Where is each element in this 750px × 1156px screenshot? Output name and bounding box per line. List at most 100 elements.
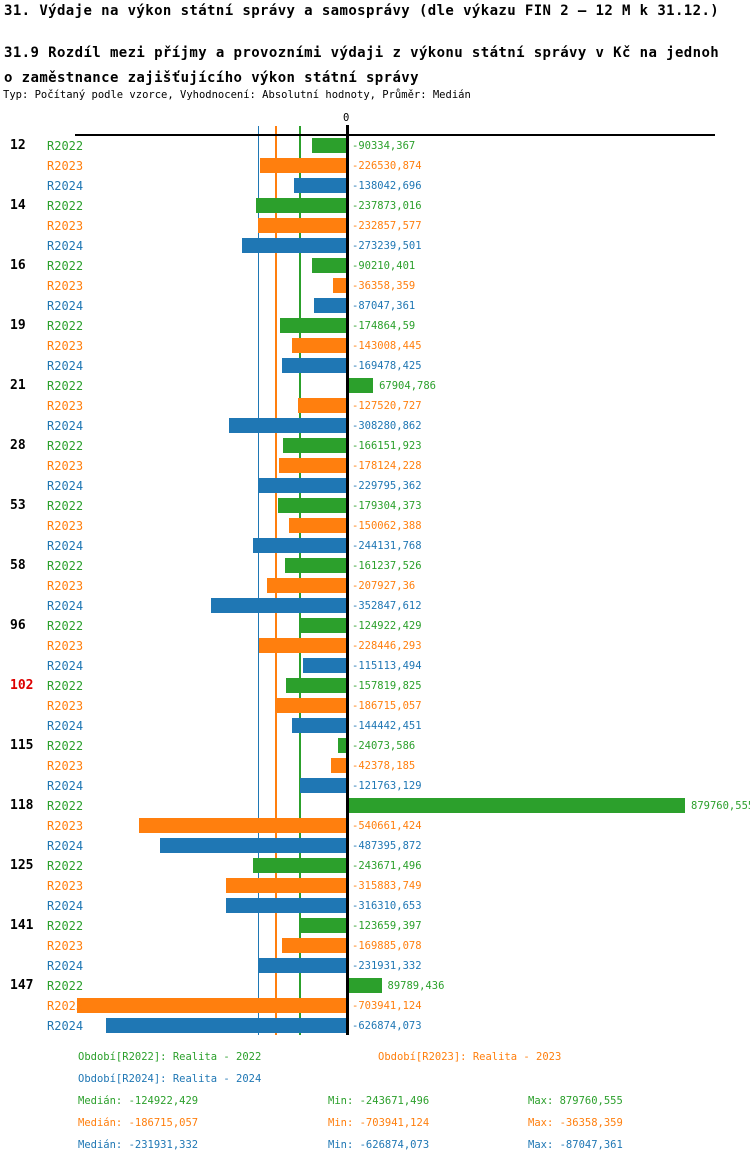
series-label-r2023-group-12: R2023: [47, 159, 84, 173]
series-label-r2023-group-14: R2023: [47, 219, 84, 233]
bar-r2023-group-19: [292, 338, 347, 353]
stat-max-r2024: Max: -87047,361: [528, 1139, 623, 1151]
series-label-r2024-group-115: R2024: [47, 779, 84, 793]
stat-median-r2024: Medián: -231931,332: [78, 1139, 199, 1151]
bar-r2023-group-115: [330, 758, 347, 773]
value-label-r2024-group-21: -308280,862: [352, 420, 422, 432]
series-label-r2022-group-14: R2022: [47, 199, 84, 213]
value-label-r2023-group-16: -36358,359: [352, 280, 416, 292]
group-label-53: 53: [10, 498, 26, 513]
series-label-r2023-group-147: R2023: [47, 999, 84, 1013]
legend-period-r2022: Období[R2022]: Realita - 2022: [78, 1051, 262, 1063]
value-label-r2024-group-115: -121763,129: [352, 780, 422, 792]
value-label-r2023-group-53: -150062,388: [352, 520, 422, 532]
series-label-r2024-group-141: R2024: [47, 959, 84, 973]
value-label-r2023-group-115: -42378,185: [352, 760, 416, 772]
series-label-r2024-group-16: R2024: [47, 299, 84, 313]
chart-subtitle-line1: 31.9 Rozdíl mezi příjmy a provozními výd…: [4, 45, 720, 61]
series-label-r2022-group-16: R2022: [47, 259, 84, 273]
value-label-r2023-group-19: -143008,445: [352, 340, 422, 352]
value-label-r2022-group-28: -166151,923: [352, 440, 422, 452]
series-label-r2023-group-125: R2023: [47, 879, 84, 893]
value-label-r2024-group-141: -231931,332: [352, 960, 422, 972]
bar-r2022-group-12: [312, 138, 347, 153]
value-label-r2024-group-102: -144442,451: [352, 720, 422, 732]
series-label-r2024-group-58: R2024: [47, 599, 84, 613]
series-label-r2024-group-21: R2024: [47, 419, 84, 433]
value-label-r2024-group-58: -352847,612: [352, 600, 422, 612]
value-label-r2022-group-115: -24073,586: [352, 740, 416, 752]
value-label-r2022-group-96: -124922,429: [352, 620, 422, 632]
bar-r2023-group-141: [281, 938, 347, 953]
group-label-14: 14: [10, 198, 26, 213]
value-label-r2023-group-102: -186715,057: [352, 700, 422, 712]
series-label-r2024-group-28: R2024: [47, 479, 84, 493]
bar-r2022-group-21: [347, 378, 374, 393]
series-label-r2023-group-19: R2023: [47, 339, 84, 353]
series-label-r2023-group-141: R2023: [47, 939, 84, 953]
value-label-r2022-group-125: -243671,496: [352, 860, 422, 872]
series-label-r2022-group-125: R2022: [47, 859, 84, 873]
bar-r2022-group-102: [286, 678, 347, 693]
bar-r2022-group-141: [299, 918, 347, 933]
value-label-r2022-group-102: -157819,825: [352, 680, 422, 692]
series-label-r2022-group-53: R2022: [47, 499, 84, 513]
bar-r2024-group-147: [106, 1018, 347, 1033]
bar-r2023-group-58: [267, 578, 347, 593]
series-label-r2023-group-58: R2023: [47, 579, 84, 593]
stat-median-r2023: Medián: -186715,057: [78, 1117, 199, 1129]
series-label-r2022-group-118: R2022: [47, 799, 84, 813]
series-label-r2022-group-115: R2022: [47, 739, 84, 753]
bar-r2023-group-21: [298, 398, 347, 413]
group-label-102: 102: [10, 678, 34, 693]
series-label-r2022-group-96: R2022: [47, 619, 84, 633]
bar-r2023-group-53: [289, 518, 347, 533]
bar-r2022-group-53: [278, 498, 347, 513]
value-label-r2022-group-58: -161237,526: [352, 560, 422, 572]
value-label-r2022-group-21: 67904,786: [379, 380, 436, 392]
value-label-r2024-group-19: -169478,425: [352, 360, 422, 372]
bar-r2024-group-118: [159, 838, 347, 853]
bar-r2023-group-28: [278, 458, 347, 473]
bar-r2022-group-16: [312, 258, 347, 273]
stat-min-r2022: Min: -243671,496: [328, 1095, 430, 1107]
chart-subtitle-line2: o zaměstnance zajišťujícího výkon státní…: [4, 70, 419, 86]
series-label-r2024-group-118: R2024: [47, 839, 84, 853]
group-label-147: 147: [10, 978, 34, 993]
bar-r2022-group-58: [285, 558, 347, 573]
bar-r2024-group-53: [253, 538, 347, 553]
series-label-r2022-group-147: R2022: [47, 979, 84, 993]
bar-r2023-group-118: [139, 818, 347, 833]
legend-period-r2024: Období[R2024]: Realita - 2024: [78, 1073, 262, 1085]
series-label-r2022-group-102: R2022: [47, 679, 84, 693]
bar-r2024-group-19: [281, 358, 347, 373]
series-label-r2023-group-16: R2023: [47, 279, 84, 293]
bar-r2022-group-14: [255, 198, 347, 213]
series-label-r2023-group-96: R2023: [47, 639, 84, 653]
value-label-r2022-group-141: -123659,397: [352, 920, 422, 932]
value-label-r2024-group-28: -229795,362: [352, 480, 422, 492]
value-label-r2023-group-147: -703941,124: [352, 1000, 422, 1012]
bar-r2022-group-118: [347, 798, 685, 813]
group-label-58: 58: [10, 558, 26, 573]
chart-meta-info: Typ: Počítaný podle vzorce, Vyhodnocení:…: [3, 89, 471, 101]
value-label-r2023-group-21: -127520,727: [352, 400, 422, 412]
bar-r2022-group-115: [337, 738, 347, 753]
series-label-r2023-group-21: R2023: [47, 399, 84, 413]
bar-r2023-group-16: [333, 278, 347, 293]
zero-axis-line: [346, 125, 349, 1035]
median-line-r2024: [257, 126, 260, 1035]
series-label-r2022-group-28: R2022: [47, 439, 84, 453]
value-label-r2023-group-12: -226530,874: [352, 160, 422, 172]
value-label-r2024-group-16: -87047,361: [352, 300, 416, 312]
bar-r2024-group-141: [257, 958, 347, 973]
bar-r2023-group-102: [275, 698, 347, 713]
value-label-r2024-group-12: -138042,696: [352, 180, 422, 192]
page-title: 31. Výdaje na výkon státní správy a samo…: [4, 3, 720, 19]
bar-r2024-group-14: [242, 238, 347, 253]
value-label-r2022-group-12: -90334,367: [352, 140, 416, 152]
bar-r2024-group-125: [225, 898, 347, 913]
stat-min-r2023: Min: -703941,124: [328, 1117, 430, 1129]
